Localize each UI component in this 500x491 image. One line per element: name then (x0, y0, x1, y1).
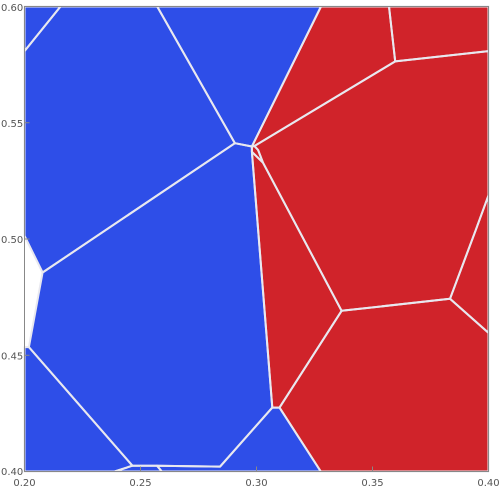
y-tick-label-0: 0.40 (1, 467, 23, 478)
x-tick-label-2: 0.30 (245, 478, 267, 489)
voronoi-cell-a-1 (24, 6, 235, 273)
y-tick-label-4: 0.60 (1, 3, 23, 14)
plot-frame (24, 6, 489, 472)
voronoi-cell-b-8 (251, 151, 342, 408)
voronoi-cells (23, 5, 490, 473)
y-tick-label-1: 0.45 (1, 351, 23, 362)
voronoi-cell-a-10 (114, 465, 162, 472)
x-tick-label-4: 0.40 (477, 478, 499, 489)
voronoi-cell-b-5 (254, 51, 489, 311)
voronoi-cell-b-13 (450, 195, 489, 333)
voronoi-cell-b-6 (251, 146, 263, 163)
voronoi-cell-b-4 (389, 6, 489, 62)
y-tick-label-2: 0.50 (1, 235, 23, 246)
voronoi-cell-a-11 (157, 407, 321, 472)
x-tick-label-1: 0.25 (129, 478, 151, 489)
voronoi-cell-b-12 (279, 298, 489, 472)
voronoi-cell-a-2 (157, 6, 321, 147)
voronoi-cell-b-3 (251, 6, 396, 147)
y-tick-label-3: 0.55 (1, 119, 23, 130)
x-tick-label-3: 0.35 (361, 478, 383, 489)
axis-tick-labels: 0.20 0.25 0.30 0.35 0.40 0.40 0.45 0.50 0.55 0.60 (1, 3, 500, 489)
voronoi-cell-a-7 (28, 143, 273, 467)
voronoi-cell-a-9 (24, 347, 133, 472)
x-tick-label-0: 0.20 (13, 478, 35, 489)
